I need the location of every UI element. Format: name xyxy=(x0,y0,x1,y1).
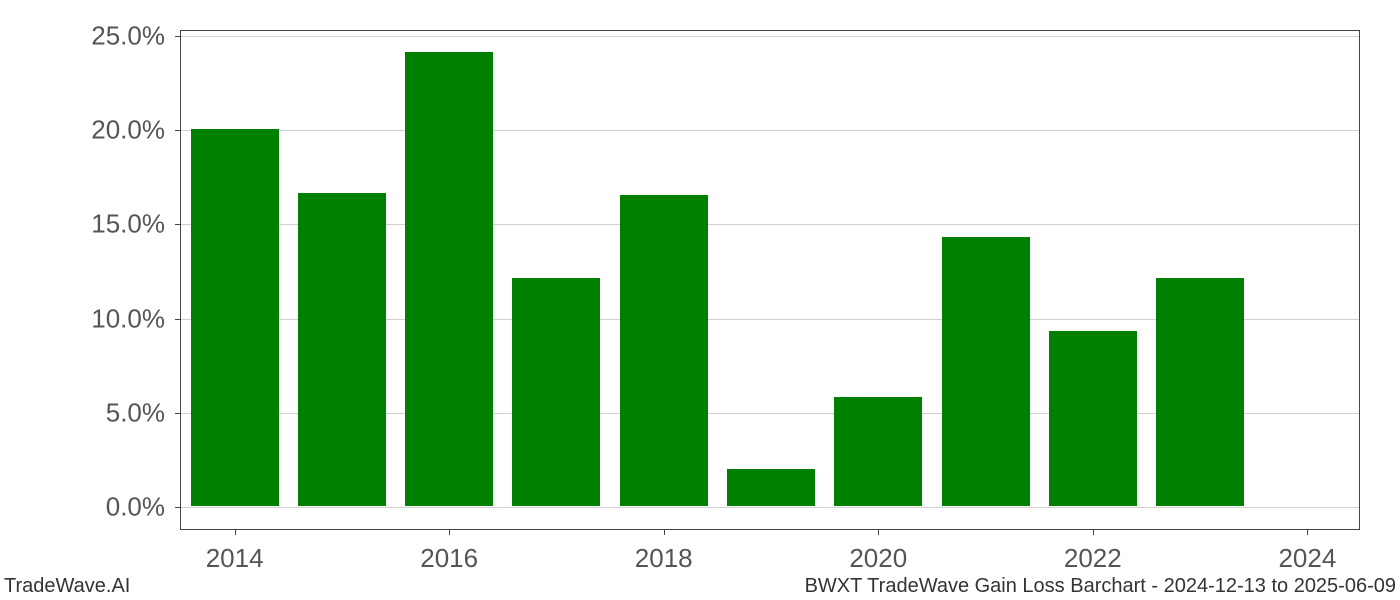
x-tick-label: 2020 xyxy=(849,529,907,574)
bar-2014 xyxy=(191,129,279,506)
gridline xyxy=(181,130,1360,131)
bar-2016 xyxy=(405,52,493,507)
bar-2019 xyxy=(727,469,815,507)
y-tick-label: 20.0% xyxy=(91,115,181,146)
plot-area: 0.0%5.0%10.0%15.0%20.0%25.0%201420162018… xyxy=(180,30,1360,530)
bar-2021 xyxy=(942,237,1030,507)
footer-right-label: BWXT TradeWave Gain Loss Barchart - 2024… xyxy=(805,575,1396,598)
bar-2017 xyxy=(512,278,600,506)
x-tick-label: 2022 xyxy=(1064,529,1122,574)
y-tick-label: 5.0% xyxy=(106,398,181,429)
y-tick-label: 0.0% xyxy=(106,492,181,523)
gridline xyxy=(181,36,1360,37)
bar-2020 xyxy=(834,397,922,506)
y-tick-label: 25.0% xyxy=(91,20,181,51)
footer-left-label: TradeWave.AI xyxy=(4,575,130,598)
x-tick-label: 2016 xyxy=(420,529,478,574)
x-tick-label: 2014 xyxy=(206,529,264,574)
bar-2022 xyxy=(1049,331,1137,506)
bar-2018 xyxy=(620,195,708,506)
y-tick-label: 10.0% xyxy=(91,303,181,334)
chart-container: 0.0% 5.0% 10.0% 15.0% 20.0% 25.0% 2014 2016 2018… xyxy=(0,0,1400,600)
bar-2023 xyxy=(1156,278,1244,506)
x-tick-label: 2024 xyxy=(1278,529,1336,574)
bar-2015 xyxy=(298,193,386,506)
x-tick-label: 2018 xyxy=(635,529,693,574)
y-tick-label: 15.0% xyxy=(91,209,181,240)
gridline xyxy=(181,507,1360,508)
